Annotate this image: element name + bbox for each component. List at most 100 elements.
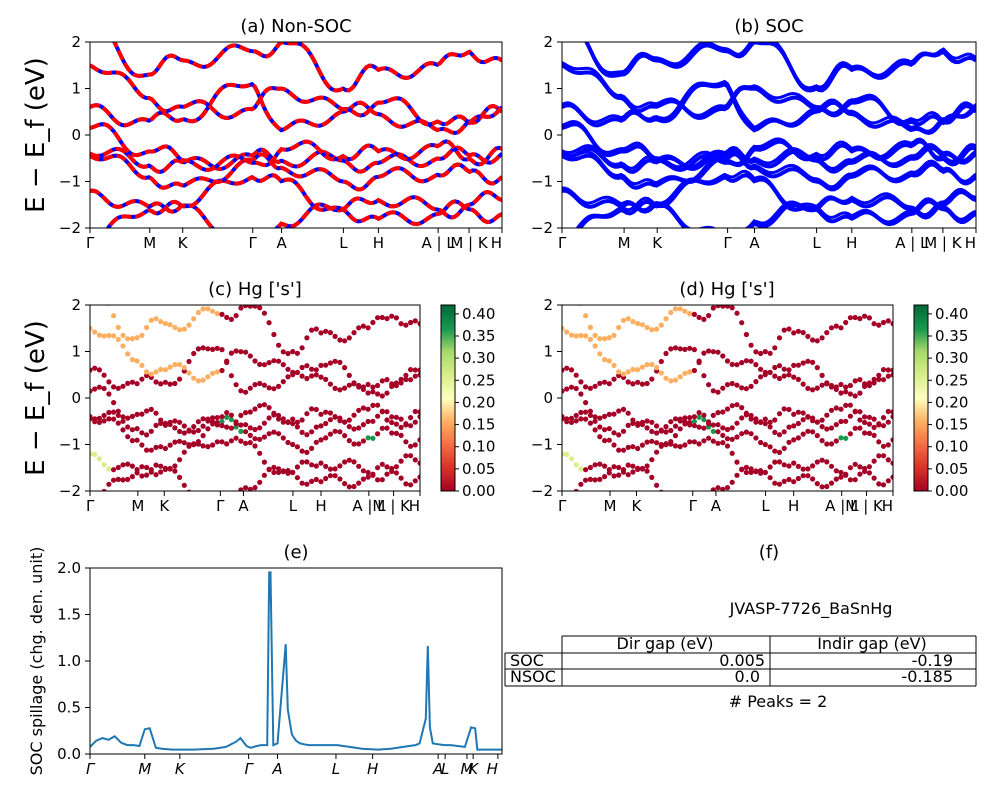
projection-point [115,408,121,414]
projection-point [697,491,702,496]
projection-point [720,440,726,446]
projection-point [805,333,811,339]
projection-point [564,329,570,335]
projection-point [758,468,764,474]
projection-point [819,335,825,341]
projection-point [739,415,745,421]
projection-point [720,305,726,309]
projection-point [843,435,849,441]
projection-point [370,402,376,408]
projection-point [663,350,669,357]
projection-point [167,442,173,448]
projection-point [847,391,854,397]
band-line-soc [562,119,976,169]
projection-point [625,422,631,428]
colorbar-tick-label: 0.40 [935,305,968,323]
projection-point [729,380,735,387]
projection-point [403,439,409,445]
projection-point [776,449,783,455]
projection-point [724,436,731,442]
projection-point [833,422,839,428]
projection-point [753,349,759,355]
projection-point [148,371,154,377]
projection-point [833,323,839,329]
projection-point [342,385,348,391]
projection-point [337,418,343,424]
x-tick-label: L [441,760,449,778]
projection-point [219,311,225,317]
projection-point [360,323,366,329]
projection-point [219,423,225,429]
projection-point [129,357,135,363]
colorbar-tick-label: 0.35 [935,327,968,345]
projection-point [134,381,140,387]
projection-point [635,420,641,426]
x-tick-label: K [175,760,186,778]
projection-point [327,466,333,472]
projection-point [417,414,420,420]
projection-point [776,411,783,417]
projection-point [323,463,329,469]
projection-point [379,314,385,321]
projection-point [862,430,868,436]
projection-point [616,447,622,453]
projection-point [408,319,414,326]
projection-point [389,430,395,436]
projection-point [96,456,102,462]
projection-point [129,379,135,385]
x-tick-label: Γ [86,760,96,778]
panel-b-title: (b) SOC [734,16,803,37]
projection-point [658,428,664,434]
projection-point [682,442,688,448]
projection-point [729,425,735,431]
projection-point [578,466,584,472]
projection-point [294,350,300,356]
projection-point [219,439,225,445]
colorbar-tick-label: 0.30 [462,349,495,367]
projection-point [200,306,206,312]
projection-point [767,464,773,470]
projection-point [838,474,844,480]
projection-point [800,410,806,416]
x-tick-label: L [761,497,770,515]
projection-point [710,422,716,428]
projection-point [602,357,608,363]
projection-point [715,349,721,355]
projection-point [412,367,418,373]
x-tick-label: H [882,497,893,515]
projection-point [337,337,343,343]
x-tick-label: M [138,760,151,778]
projection-point [776,432,783,438]
projection-point [205,416,211,422]
projection-point [299,480,305,486]
projection-point [706,348,712,354]
projection-point [285,439,291,446]
projection-point [568,384,575,390]
projection-point [243,349,249,355]
projection-point [294,369,300,376]
projection-point [682,308,688,314]
projection-point [252,436,258,442]
band-line-soc [562,169,976,217]
projection-point [562,367,565,373]
band-line-soc [562,61,976,124]
projection-point [365,435,371,441]
projection-point [162,445,168,452]
projection-point [92,287,97,292]
projection-point [838,418,844,425]
projection-point [129,427,135,433]
projection-point [266,466,272,472]
projection-point [620,371,627,377]
projection-point [720,409,726,415]
projection-point [786,439,792,445]
projection-point [134,335,140,341]
projection-point [691,423,698,429]
projection-point [587,420,594,426]
projection-point [833,384,839,390]
projection-point [710,349,716,355]
projection-point [191,429,197,435]
projection-point [323,362,329,368]
projection-point [762,416,768,422]
